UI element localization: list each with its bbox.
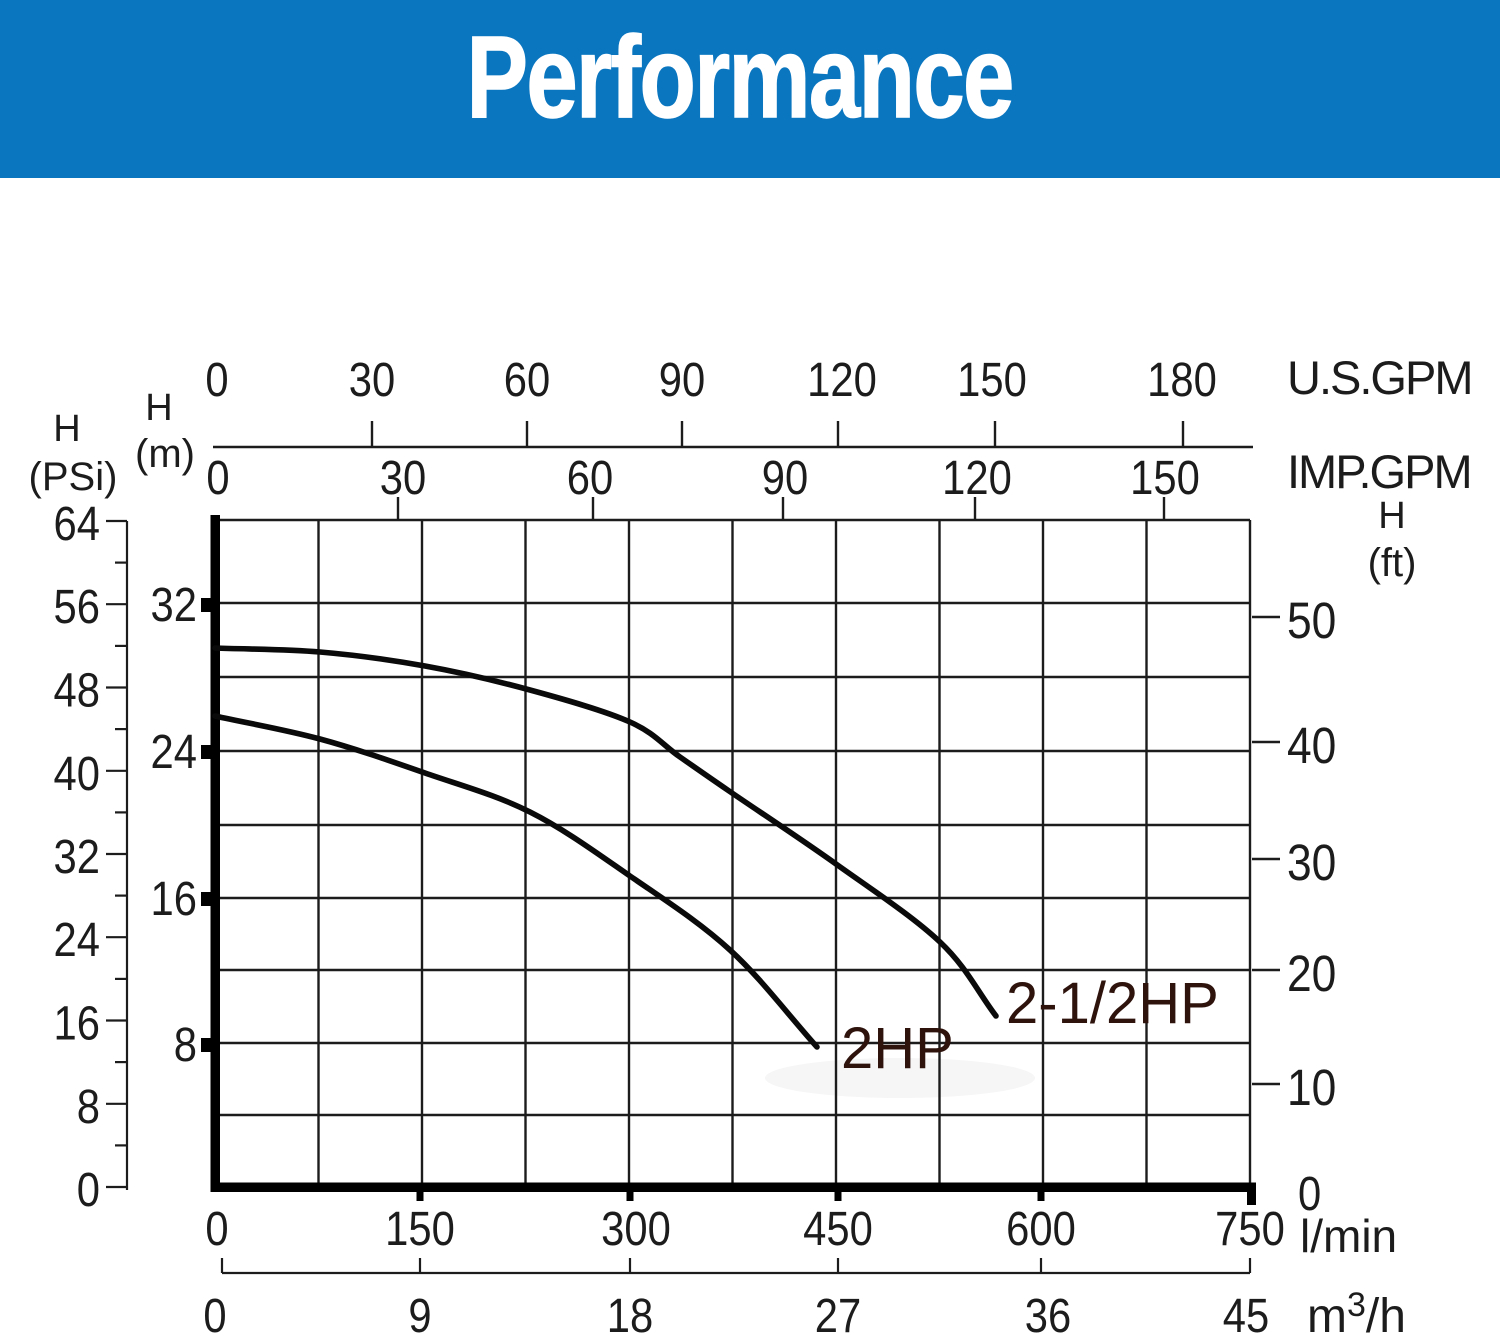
svg-text:0: 0 bbox=[203, 1288, 226, 1342]
svg-text:120: 120 bbox=[807, 352, 877, 406]
svg-text:90: 90 bbox=[762, 450, 808, 504]
svg-text:IMP.GPM: IMP.GPM bbox=[1287, 445, 1471, 498]
svg-text:180: 180 bbox=[1147, 352, 1217, 406]
svg-text:H: H bbox=[53, 408, 80, 450]
svg-text:27: 27 bbox=[815, 1288, 861, 1342]
svg-text:600: 600 bbox=[1006, 1201, 1076, 1255]
svg-text:30: 30 bbox=[349, 352, 395, 406]
svg-text:(m): (m) bbox=[135, 432, 195, 476]
svg-text:60: 60 bbox=[567, 450, 613, 504]
svg-text:48: 48 bbox=[54, 663, 100, 717]
svg-text:(PSi): (PSi) bbox=[29, 455, 118, 499]
svg-text:36: 36 bbox=[1025, 1288, 1071, 1342]
svg-text:30: 30 bbox=[380, 450, 426, 504]
svg-text:56: 56 bbox=[54, 579, 100, 633]
svg-text:450: 450 bbox=[803, 1201, 873, 1255]
svg-text:750: 750 bbox=[1215, 1201, 1285, 1255]
svg-text:45: 45 bbox=[1223, 1288, 1269, 1342]
svg-text:H: H bbox=[145, 387, 172, 429]
svg-text:l/min: l/min bbox=[1300, 1210, 1397, 1262]
svg-text:32: 32 bbox=[151, 577, 197, 631]
svg-text:50: 50 bbox=[1287, 593, 1336, 650]
svg-text:60: 60 bbox=[504, 352, 550, 406]
svg-text:0: 0 bbox=[1298, 1166, 1321, 1220]
svg-text:64: 64 bbox=[54, 496, 100, 550]
svg-text:2-1/2HP: 2-1/2HP bbox=[1006, 971, 1219, 1036]
svg-text:8: 8 bbox=[77, 1079, 100, 1133]
svg-text:0: 0 bbox=[206, 450, 229, 504]
svg-text:40: 40 bbox=[1287, 718, 1336, 775]
svg-text:0: 0 bbox=[77, 1162, 100, 1216]
svg-text:30: 30 bbox=[1287, 835, 1336, 892]
svg-text:32: 32 bbox=[54, 829, 100, 883]
svg-text:0: 0 bbox=[205, 1201, 228, 1255]
svg-text:0: 0 bbox=[205, 352, 228, 406]
svg-text:(ft): (ft) bbox=[1368, 541, 1417, 585]
svg-text:90: 90 bbox=[659, 352, 705, 406]
svg-text:2HP: 2HP bbox=[841, 1016, 954, 1081]
svg-text:24: 24 bbox=[54, 912, 100, 966]
svg-text:24: 24 bbox=[151, 724, 197, 778]
svg-text:9: 9 bbox=[408, 1288, 431, 1342]
svg-text:300: 300 bbox=[601, 1201, 671, 1255]
svg-text:150: 150 bbox=[1130, 450, 1200, 504]
svg-text:150: 150 bbox=[957, 352, 1027, 406]
svg-text:U.S.GPM: U.S.GPM bbox=[1287, 351, 1471, 404]
svg-text:m3/h: m3/h bbox=[1307, 1286, 1406, 1342]
svg-text:8: 8 bbox=[174, 1017, 197, 1071]
svg-text:16: 16 bbox=[151, 871, 197, 925]
svg-text:H: H bbox=[1378, 495, 1405, 537]
svg-text:120: 120 bbox=[942, 450, 1012, 504]
svg-text:20: 20 bbox=[1287, 946, 1336, 1003]
svg-text:40: 40 bbox=[54, 746, 100, 800]
svg-text:10: 10 bbox=[1287, 1060, 1336, 1117]
svg-text:16: 16 bbox=[54, 996, 100, 1050]
svg-text:150: 150 bbox=[385, 1201, 455, 1255]
svg-text:18: 18 bbox=[607, 1288, 653, 1342]
